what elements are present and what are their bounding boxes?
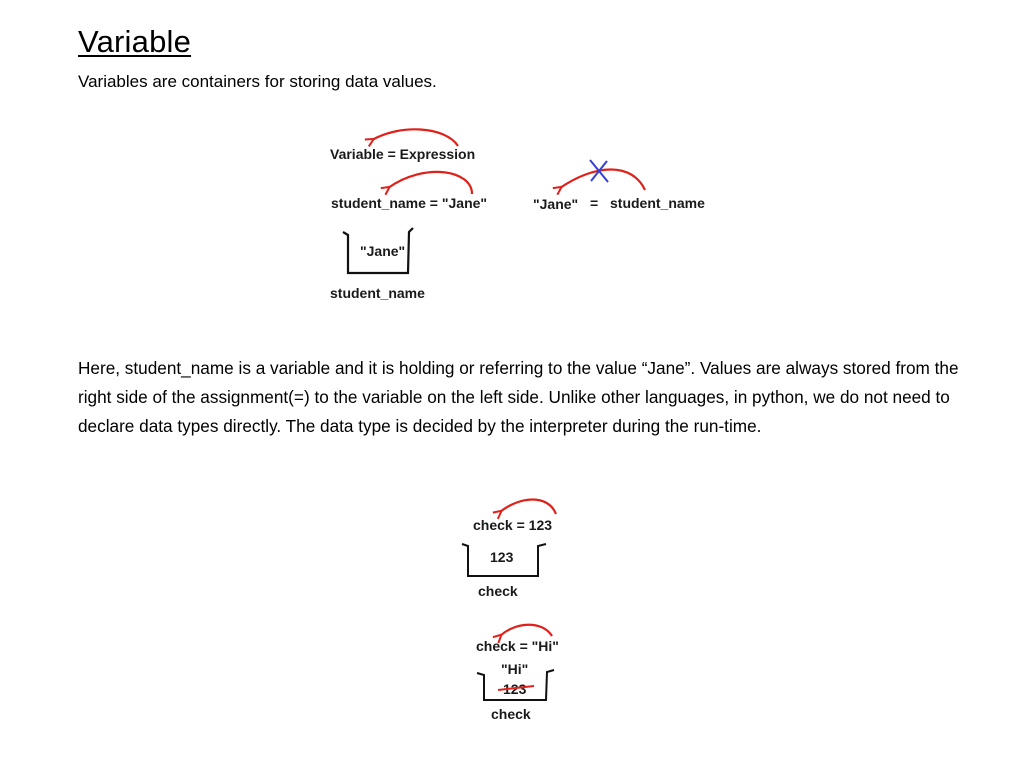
container-outline-hi [476, 669, 555, 701]
diagram-wrong-direction: "Jane" = student_name [533, 159, 705, 212]
check-hi-assign: check = "Hi" [476, 638, 559, 654]
arrow-check-123 [500, 498, 558, 515]
container-value: "Jane" [360, 243, 405, 259]
arrow-expression [372, 128, 459, 146]
wrong-value-label: "Jane" [533, 196, 578, 212]
wrong-var-label: student_name [610, 195, 705, 211]
container-label: student_name [330, 285, 425, 301]
arrow-student [388, 170, 474, 194]
container-student: "Jane" student_name [330, 227, 425, 301]
wrong-eq-label: = [590, 195, 598, 211]
arrow-check-hi [500, 623, 553, 636]
container-label-check-2: check [491, 706, 531, 722]
page-title: Variable [78, 24, 192, 59]
arrow-wrong [560, 168, 646, 191]
container-outline-123 [461, 543, 547, 577]
page-subtitle: Variables are containers for storing dat… [78, 72, 437, 91]
container-value-hi: "Hi" [501, 661, 528, 677]
container-value-123: 123 [490, 549, 514, 565]
diagram-check-hi: check = "Hi" "Hi" 123 check [476, 623, 559, 722]
explanation-paragraph: Here, student_name is a variable and it … [78, 358, 959, 436]
check-123-assign: check = 123 [473, 517, 552, 533]
cross-icon [589, 159, 609, 183]
container-outline [342, 227, 414, 275]
diagram-expression: Variable = Expression [330, 128, 475, 162]
student-assign-label: student_name = "Jane" [331, 195, 487, 211]
diagram-check-123: check = 123 123 check [461, 498, 558, 599]
diagram-student-assign: student_name = "Jane" [331, 170, 487, 211]
strike-icon [497, 685, 535, 691]
container-label-check: check [478, 583, 518, 599]
expression-label: Variable = Expression [330, 146, 475, 162]
